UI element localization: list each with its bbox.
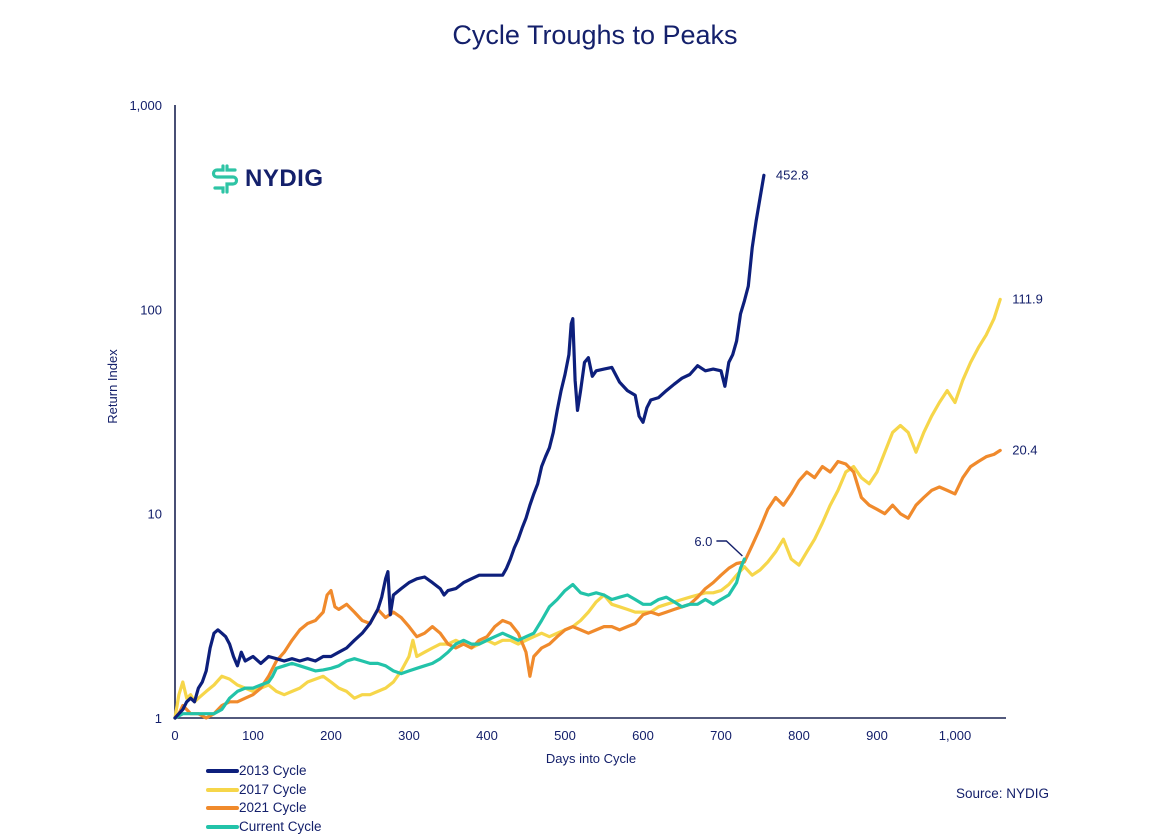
legend-swatch xyxy=(206,806,239,811)
end-value-label: 452.8 xyxy=(776,167,809,182)
x-tick-label: 900 xyxy=(866,728,888,743)
y-tick-label: 1 xyxy=(155,711,162,726)
x-tick-label: 800 xyxy=(788,728,810,743)
annotations: 6.0 xyxy=(694,534,743,557)
x-tick-label: 200 xyxy=(320,728,342,743)
chart-title: Cycle Troughs to Peaks xyxy=(452,20,738,50)
annotation-leader-line xyxy=(716,540,743,557)
axes xyxy=(174,105,1006,719)
legend-label: 2013 Cycle xyxy=(239,763,307,778)
series-line-current-cycle xyxy=(173,557,746,720)
x-tick-label: 300 xyxy=(398,728,420,743)
legend-swatch xyxy=(206,824,239,829)
legend-item: 2013 Cycle xyxy=(206,762,322,781)
y-axis-title: Return Index xyxy=(105,349,120,424)
legend-label: Current Cycle xyxy=(239,818,322,834)
x-tick-label: 1,000 xyxy=(939,728,972,743)
x-tick-label: 100 xyxy=(242,728,264,743)
series-lines xyxy=(173,173,1002,720)
series-line-2021-cycle xyxy=(173,448,1002,720)
nydig-logo: NYDIG xyxy=(211,164,324,194)
legend-item: Current Cycle xyxy=(206,818,322,837)
legend-label: 2017 Cycle xyxy=(239,781,307,797)
x-tick-label: 700 xyxy=(710,728,732,743)
source-note: Source: NYDIG xyxy=(956,786,1050,801)
x-axis-title: Days into Cycle xyxy=(546,751,636,766)
x-tick-label: 0 xyxy=(171,728,178,743)
logo-text: NYDIG xyxy=(245,165,324,192)
end-value-label: 20.4 xyxy=(1012,442,1037,457)
legend-item: 2017 Cycle xyxy=(206,781,322,800)
x-tick-labels: 0 100 200 300 400 500 600 700 800 900 1,000 xyxy=(171,728,971,743)
end-value-label: 111.9 xyxy=(1012,291,1043,306)
x-tick-label: 400 xyxy=(476,728,498,743)
annotation-label: 6.0 xyxy=(694,534,712,549)
y-tick-label: 10 xyxy=(148,507,162,522)
legend-label: 2021 Cycle xyxy=(239,800,307,815)
series-line-2013-cycle xyxy=(173,173,766,720)
legend: 2013 Cycle 2017 Cycle 2021 Cycle Current Cy… xyxy=(206,762,322,836)
x-tick-label: 600 xyxy=(632,728,654,743)
legend-item: 2021 Cycle xyxy=(206,799,322,818)
legend-swatch xyxy=(206,787,239,792)
legend-swatch xyxy=(206,769,239,774)
y-tick-labels: 1 10 100 1,000 xyxy=(129,98,162,726)
y-tick-label: 1,000 xyxy=(129,98,162,113)
x-tick-label: 500 xyxy=(554,728,576,743)
y-tick-label: 100 xyxy=(140,302,162,317)
end-labels: 452.8 111.9 20.4 xyxy=(776,167,1043,457)
nydig-logo-icon xyxy=(211,164,239,194)
